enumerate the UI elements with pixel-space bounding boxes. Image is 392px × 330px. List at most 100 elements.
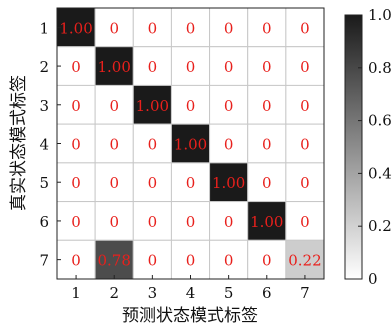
- heatmap-cell: [209, 46, 249, 86]
- cell-value-label: 0: [71, 97, 81, 115]
- cell-value-label: 0: [109, 136, 119, 154]
- y-axis-label: 真实状态模式标签: [9, 75, 29, 211]
- colorbar-tick-label: 0: [368, 270, 378, 288]
- y-tick-label: 3: [39, 97, 49, 115]
- cell-value-label: 0: [109, 174, 119, 192]
- x-tick-label: 5: [224, 284, 234, 302]
- heatmap-cell-labels: 1.00 0 0 0 0 0 00 1.00 0 0 0 0 00 0 1.00 0 0 0 00 0 0 1.00 0 0 0…: [59, 19, 321, 269]
- heatmap-cell: [247, 7, 287, 48]
- cell-value-label: 0: [186, 19, 196, 37]
- cell-value-label: 0: [148, 213, 158, 231]
- x-tick-label: 6: [262, 284, 272, 302]
- colorbar-tick-label: 0.8: [368, 59, 392, 77]
- cell-value-label: 0: [186, 213, 196, 231]
- x-tick-label: 4: [186, 284, 196, 302]
- cell-value-label: 0: [186, 174, 196, 192]
- cell-value-label: 0: [224, 58, 234, 76]
- x-tick-label: 2: [109, 284, 119, 302]
- cell-value-label: 0: [109, 19, 119, 37]
- cell-value-label: 1.00: [250, 213, 283, 231]
- x-axis-label: 预测状态模式标签: [122, 306, 258, 326]
- heatmap-cell: [132, 239, 172, 280]
- cell-value-label: 0: [71, 136, 81, 154]
- cell-value-label: 0.78: [98, 252, 131, 270]
- heatmap-cell: [247, 84, 287, 125]
- cell-value-label: 0: [71, 252, 81, 270]
- cell-value-label: 0: [148, 58, 158, 76]
- heatmap-cell: [285, 123, 325, 164]
- heatmap-cell: [285, 201, 325, 241]
- y-tick-label: 6: [39, 213, 49, 231]
- cell-value-label: 0: [224, 252, 234, 270]
- colorbar-tick-label: 0.6: [368, 112, 392, 130]
- cell-value-label: 0: [262, 19, 272, 37]
- cell-value-label: 0: [262, 136, 272, 154]
- heatmap-cell: [132, 162, 172, 203]
- heatmap-cell: [56, 123, 96, 164]
- cell-value-label: 1.00: [136, 97, 169, 115]
- x-tick-label: 3: [148, 284, 158, 302]
- heatmap-cells: [56, 7, 325, 280]
- cell-value-label: 0: [148, 174, 158, 192]
- x-axis-ticks: 1 2 3 4 5 6 7: [71, 275, 310, 302]
- cell-value-label: 0: [148, 19, 158, 37]
- cell-value-label: 0: [224, 136, 234, 154]
- cell-value-label: 0.22: [288, 252, 321, 270]
- cell-value-label: 0: [109, 213, 119, 231]
- heatmap-cell: [56, 162, 96, 203]
- cell-value-label: 0: [186, 58, 196, 76]
- cell-value-label: 0: [300, 136, 310, 154]
- heatmap-cell: [285, 84, 325, 125]
- cell-value-label: 0: [300, 174, 310, 192]
- cell-value-label: 0: [262, 58, 272, 76]
- y-tick-label: 1: [39, 19, 49, 37]
- cell-value-label: 0: [109, 97, 119, 115]
- colorbar: [344, 14, 363, 280]
- y-tick-label: 2: [39, 58, 49, 76]
- heatmap-cell: [285, 239, 325, 280]
- heatmap-cell: [94, 123, 134, 164]
- heatmap-cell: [170, 84, 211, 125]
- heatmap-cell: [285, 46, 325, 86]
- cell-value-label: 0: [262, 97, 272, 115]
- cell-value-label: 0: [71, 58, 81, 76]
- cell-value-label: 1.00: [98, 58, 131, 76]
- cell-value-label: 1.00: [174, 136, 207, 154]
- cell-value-label: 0: [186, 252, 196, 270]
- cell-value-label: 0: [300, 213, 310, 231]
- y-tick-label: 7: [39, 252, 49, 270]
- cell-value-label: 0: [300, 58, 310, 76]
- y-tick-label: 5: [39, 174, 49, 192]
- heatmap-cell: [247, 123, 287, 164]
- x-tick-label: 7: [300, 284, 310, 302]
- colorbar-tick-label: 0.2: [368, 217, 392, 235]
- cell-value-label: 0: [262, 174, 272, 192]
- y-tick-label: 4: [39, 136, 49, 154]
- heatmap-cell: [94, 201, 134, 241]
- cell-value-label: 0: [148, 136, 158, 154]
- colorbar-tick-label: 0.4: [368, 164, 392, 182]
- cell-value-label: 0: [71, 174, 81, 192]
- cell-value-label: 0: [224, 97, 234, 115]
- heatmap-cell: [247, 239, 287, 280]
- cell-value-label: 0: [262, 252, 272, 270]
- cell-value-label: 0: [224, 213, 234, 231]
- heatmap-cell: [209, 84, 249, 125]
- heatmap-cell: [209, 201, 249, 241]
- cell-value-label: 0: [148, 252, 158, 270]
- heatmap-cell: [56, 201, 96, 241]
- colorbar-tick-label: 1.0: [368, 6, 392, 24]
- heatmap-cell: [132, 46, 172, 86]
- x-tick-label: 1: [71, 284, 81, 302]
- cell-value-label: 1.00: [59, 19, 92, 37]
- cell-value-label: 0: [186, 97, 196, 115]
- cell-value-label: 0: [224, 19, 234, 37]
- heatmap-cell: [94, 84, 134, 125]
- cell-value-label: 1.00: [212, 174, 245, 192]
- colorbar-ticks: 0 0.2 0.4 0.6 0.8 1.0: [358, 6, 392, 288]
- cell-value-label: 0: [71, 213, 81, 231]
- y-axis-ticks: 1 2 3 4 5 6 7: [39, 19, 61, 270]
- heatmap-cell: [209, 239, 249, 280]
- cell-value-label: 0: [300, 19, 310, 37]
